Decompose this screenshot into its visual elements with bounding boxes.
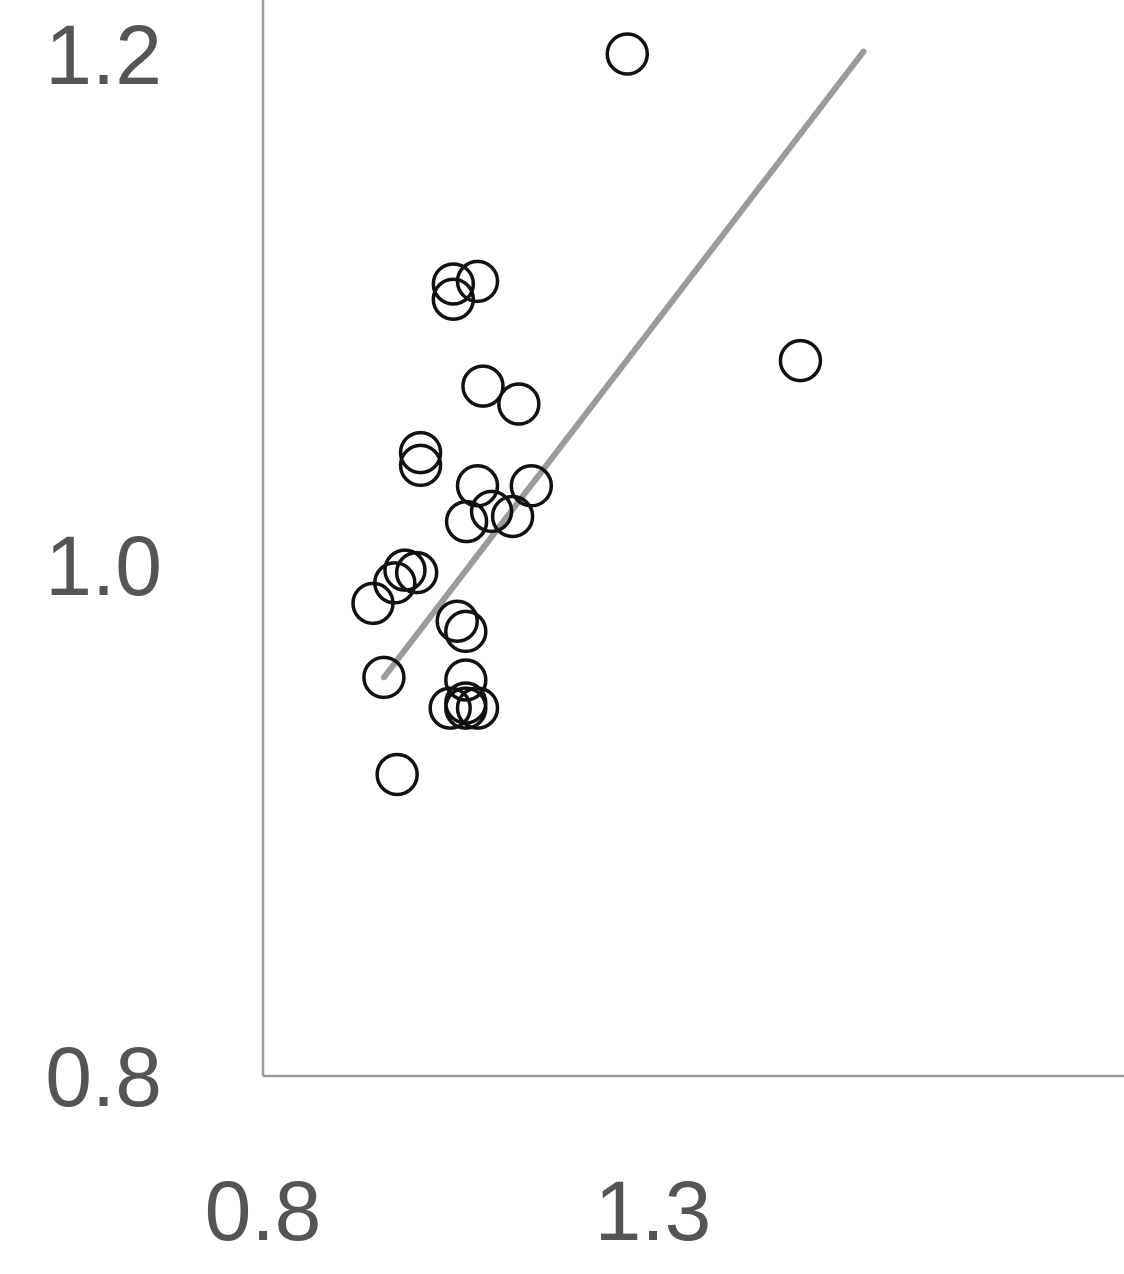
data-point bbox=[351, 581, 395, 626]
data-point bbox=[461, 364, 505, 408]
data-point bbox=[469, 489, 514, 534]
trend-line bbox=[380, 48, 867, 681]
data-point bbox=[444, 658, 488, 702]
data-point bbox=[398, 430, 443, 475]
data-point bbox=[605, 32, 650, 76]
data-point bbox=[444, 686, 488, 730]
data-point bbox=[373, 561, 417, 605]
x-tick-label: 0.8 bbox=[205, 1164, 322, 1258]
y-tick-labels: 0.8 1.0 1.2 bbox=[45, 8, 162, 1124]
data-point bbox=[394, 550, 439, 595]
x-tick-labels: 0.8 1.3 bbox=[205, 1164, 712, 1258]
y-tick-label: 1.2 bbox=[45, 8, 162, 102]
data-point bbox=[431, 277, 476, 322]
data-point bbox=[455, 686, 500, 730]
x-tick-label: 1.3 bbox=[595, 1164, 712, 1258]
data-point bbox=[375, 752, 419, 797]
data-point bbox=[362, 655, 406, 700]
data-point bbox=[490, 494, 535, 539]
y-tick-label: 1.0 bbox=[45, 519, 162, 613]
data-point bbox=[497, 382, 541, 426]
trend-layer bbox=[380, 48, 867, 681]
axes bbox=[261, 0, 1124, 1078]
data-point bbox=[444, 499, 489, 544]
y-tick-label: 0.8 bbox=[45, 1030, 162, 1124]
data-point bbox=[455, 464, 500, 508]
data-point bbox=[444, 609, 488, 654]
data-point bbox=[431, 262, 476, 306]
points-layer bbox=[351, 32, 823, 797]
data-point bbox=[778, 338, 823, 383]
data-point bbox=[435, 599, 479, 643]
data-point bbox=[398, 443, 443, 488]
